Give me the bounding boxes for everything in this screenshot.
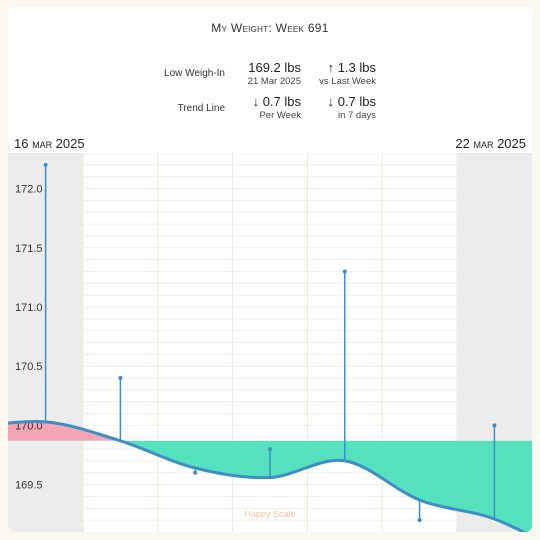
range-start-date: 16 mar 2025 xyxy=(14,136,85,151)
y-tick-label: 170.5 xyxy=(15,361,43,373)
weighin-point xyxy=(43,162,48,167)
low-weighin-change: ↑ 1.3 lbs xyxy=(327,60,376,75)
trend-line-label: Trend Line xyxy=(177,103,225,114)
range-end-date: 22 mar 2025 xyxy=(455,136,526,151)
low-weighin-label: Low Weigh-In xyxy=(164,68,225,79)
weighin-point xyxy=(268,447,272,452)
weighin-point xyxy=(118,376,123,381)
watermark: Happy Scale xyxy=(244,509,295,519)
trend-in-days-sub: in 7 days xyxy=(337,110,376,121)
weighin-point xyxy=(417,518,422,523)
weighin-point xyxy=(492,423,497,428)
y-tick-label: 169.5 xyxy=(15,480,43,492)
y-tick-label: 172.0 xyxy=(15,184,43,196)
weighin-point xyxy=(342,269,347,274)
low-weighin-value: 169.2 lbs xyxy=(248,60,301,75)
weight-card: My Weight: Week 691 Low Weigh-In 169.2 l… xyxy=(8,7,532,532)
weighin-point xyxy=(193,470,198,475)
y-tick-label: 171.0 xyxy=(15,302,43,314)
trend-in-days-value: ↓ 0.7 lbs xyxy=(327,94,376,109)
page-title: My Weight: Week 691 xyxy=(211,21,329,35)
y-tick-label: 171.5 xyxy=(15,243,43,255)
trend-area-above xyxy=(8,421,532,441)
low-weighin-change-sub: vs Last Week xyxy=(319,76,376,87)
trend-line xyxy=(8,419,527,532)
low-weighin-date: 21 Mar 2025 xyxy=(247,76,301,87)
trend-area-below xyxy=(120,440,532,532)
stats-panel: Low Weigh-In 169.2 lbs 21 Mar 2025 ↑ 1.3… xyxy=(8,55,532,125)
trend-per-week-sub: Per Week xyxy=(259,110,301,121)
trend-per-week-value: ↓ 0.7 lbs xyxy=(252,94,301,109)
